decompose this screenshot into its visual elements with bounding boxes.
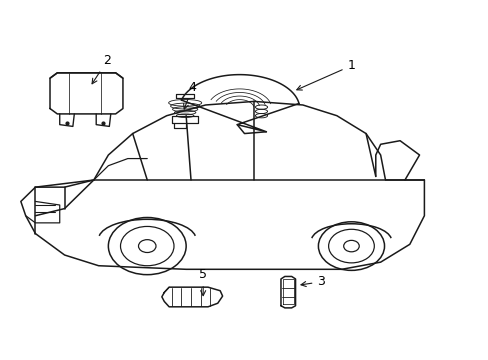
Text: 3: 3: [301, 275, 325, 288]
Text: 1: 1: [296, 59, 355, 90]
Text: 2: 2: [92, 54, 111, 84]
Text: 5: 5: [199, 268, 207, 296]
Text: 4: 4: [183, 81, 196, 109]
